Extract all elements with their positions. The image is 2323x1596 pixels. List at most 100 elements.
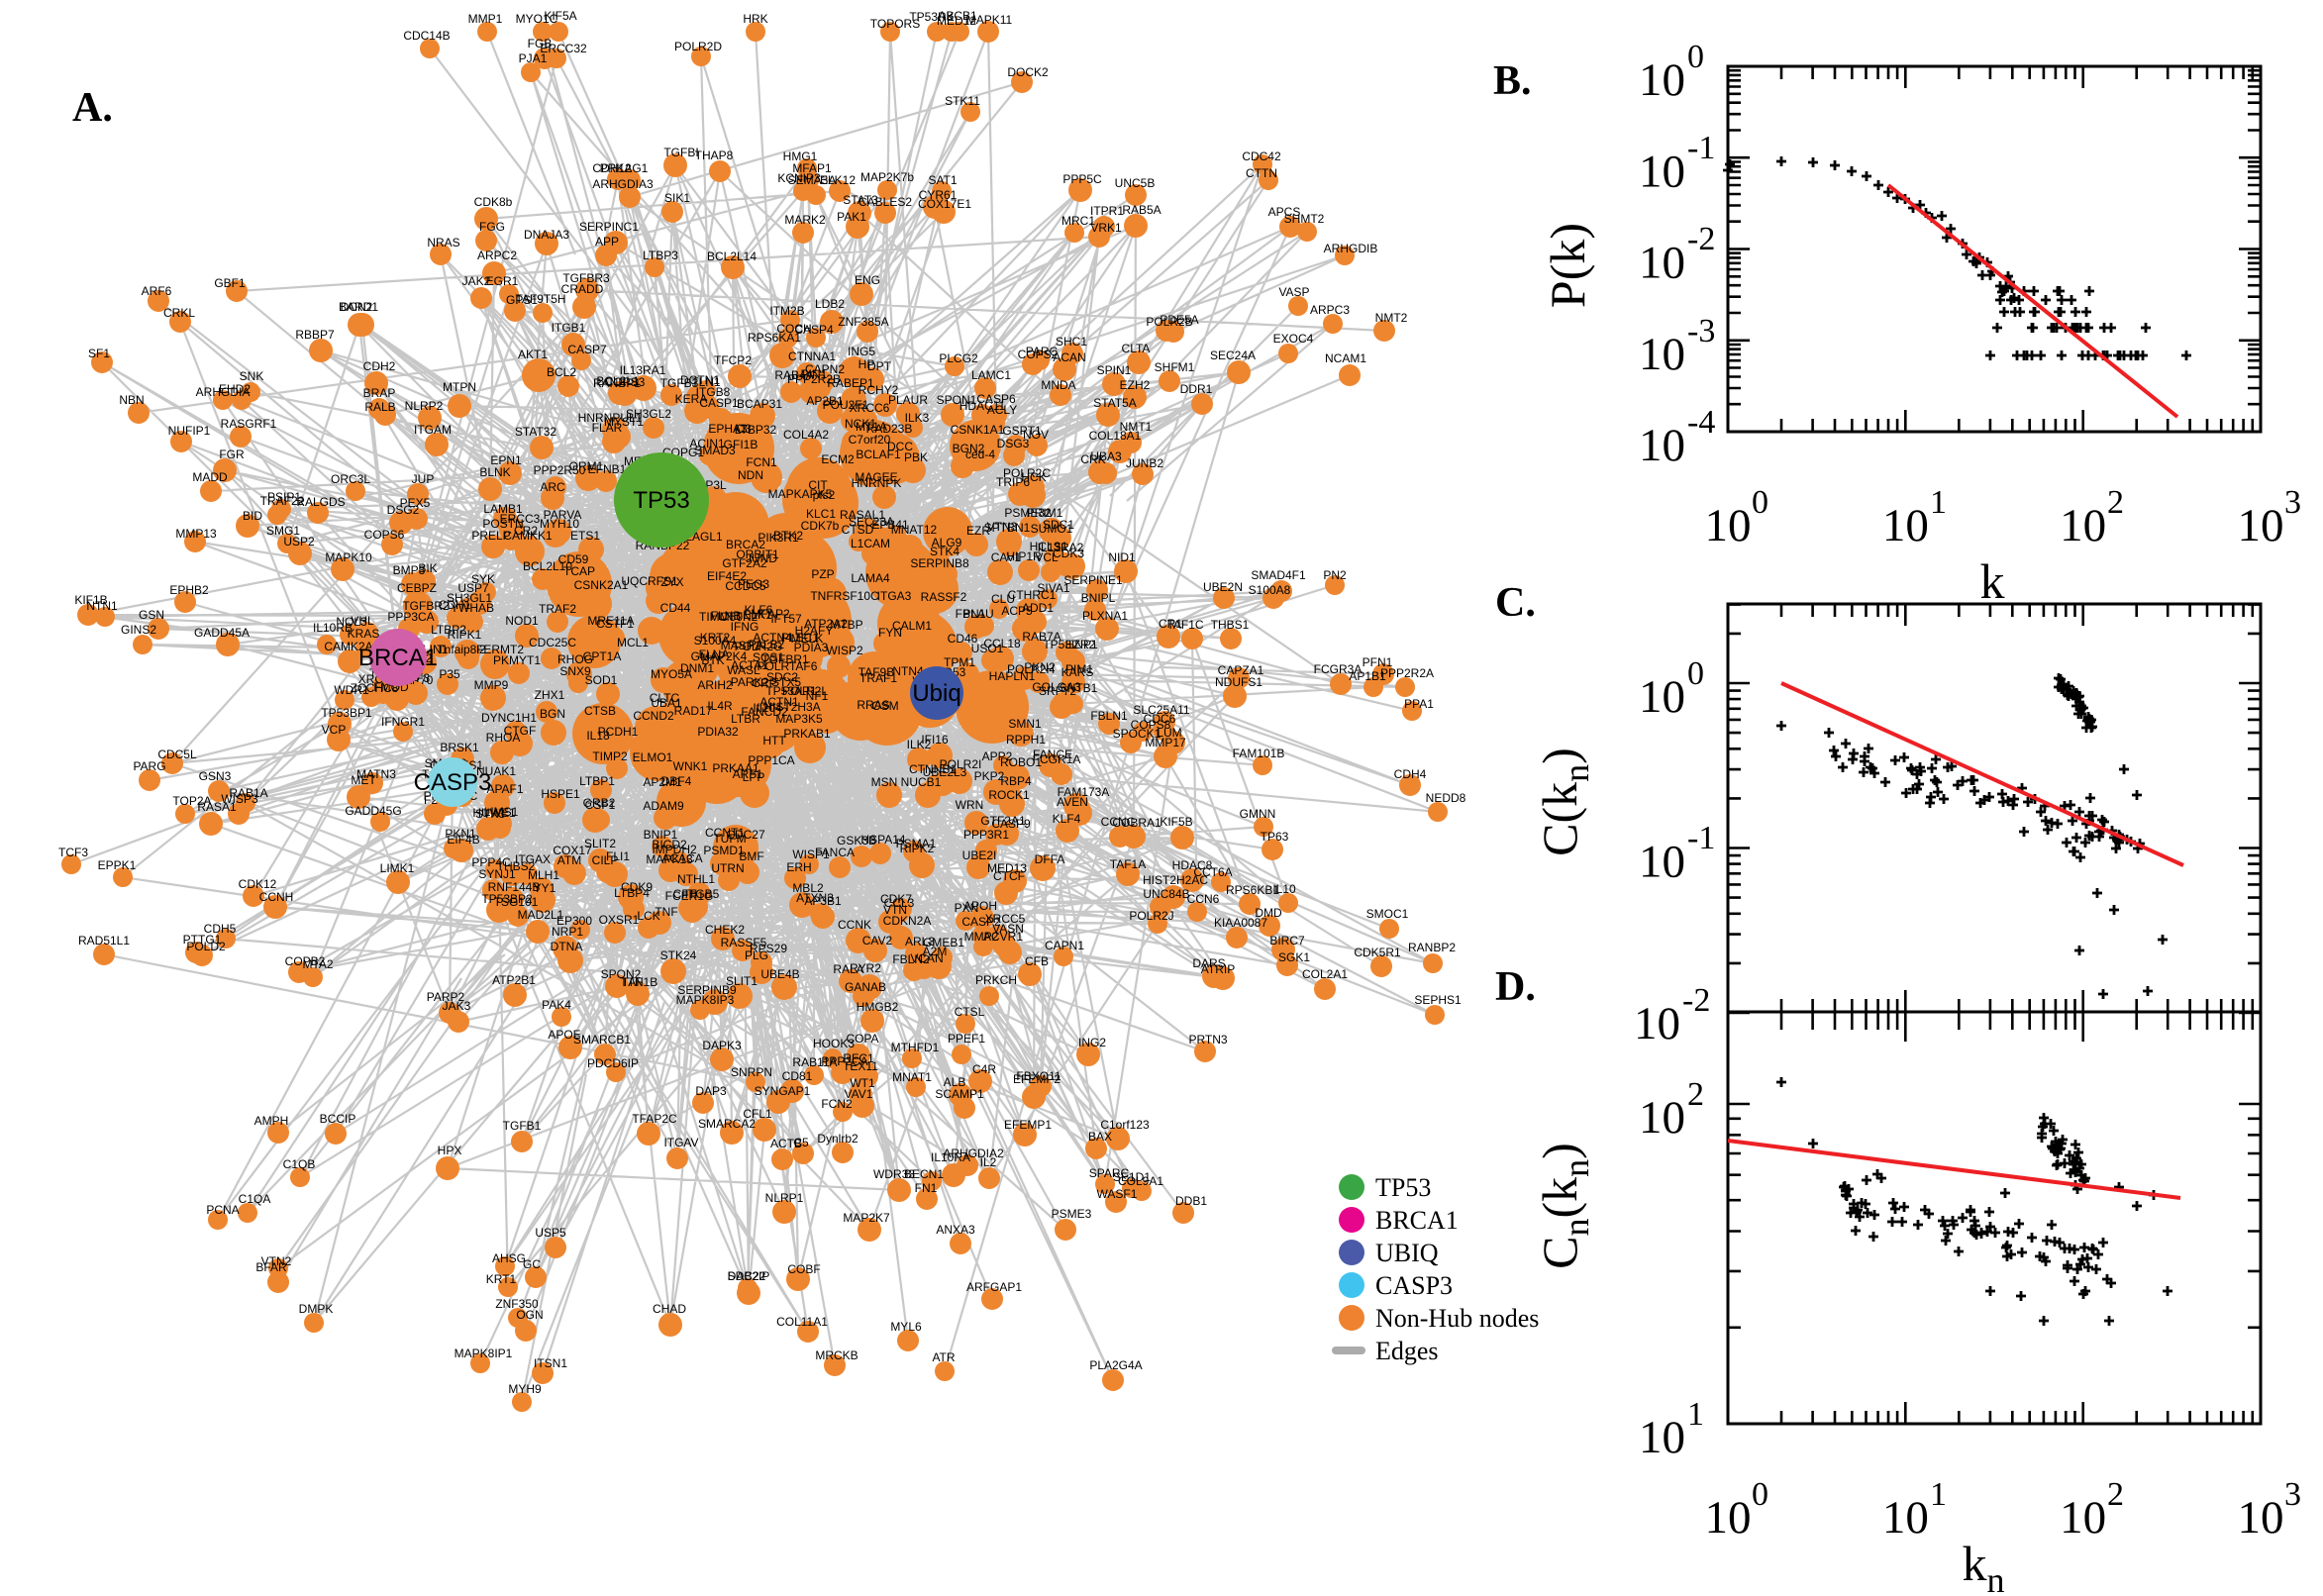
svg-text:10: 10 [1639,420,1685,471]
svg-text:PDIA32: PDIA32 [697,725,739,739]
svg-text:GBF1: GBF1 [214,276,246,290]
svg-text:COPB2: COPB2 [285,954,326,968]
svg-text:ZYX: ZYX [660,575,683,589]
svg-text:PRKAG1: PRKAG1 [600,161,649,175]
svg-text:CAMKK1: CAMKK1 [503,529,553,543]
svg-text:RHOG: RHOG [557,652,593,666]
svg-text:NF1: NF1 [806,689,829,703]
svg-text:0: 0 [1752,1476,1768,1513]
svg-text:IL4R: IL4R [707,699,733,713]
svg-text:RHOA: RHOA [486,731,521,745]
svg-text:THBS2: THBS2 [497,859,536,873]
svg-text:FCN2: FCN2 [821,1097,853,1111]
svg-text:CPT1A: CPT1A [583,649,622,663]
svg-text:MSN: MSN [871,775,898,789]
svg-text:MYST1: MYST1 [604,415,644,429]
svg-text:APP: APP [595,235,619,249]
svg-text:UBE2L3: UBE2L3 [923,765,967,779]
svg-text:FERMT2: FERMT2 [476,643,524,656]
svg-text:PDIA3: PDIA3 [794,641,829,654]
svg-text:NMT2: NMT2 [1375,311,1408,325]
svg-text:TGFB3: TGFB3 [660,376,699,390]
svg-text:TAF1C: TAF1C [1166,618,1203,632]
svg-text:FYN: FYN [878,626,902,640]
svg-text:PSME32: PSME32 [1004,506,1052,520]
svg-text:NUAK1: NUAK1 [476,764,516,778]
svg-text:ECM2: ECM2 [821,452,855,466]
svg-text:CASP2: CASP2 [961,915,1001,929]
svg-text:-2: -2 [1687,221,1715,257]
svg-text:RBP4: RBP4 [1000,774,1032,788]
svg-text:PAK1: PAK1 [837,210,866,224]
svg-text:GSN3: GSN3 [199,769,232,783]
svg-text:THAP8: THAP8 [695,149,734,162]
svg-text:TRAF22: TRAF22 [260,494,305,508]
svg-text:HCK: HCK [1021,470,1046,484]
svg-text:PLAUR: PLAUR [888,393,928,407]
svg-text:10: 10 [2238,500,2284,551]
svg-text:BNIPL: BNIPL [1081,591,1116,605]
svg-text:RABEP1: RABEP1 [827,376,874,390]
svg-text:IFNGR1: IFNGR1 [381,715,425,729]
svg-text:DARS: DARS [1192,956,1225,970]
svg-text:CCND2: CCND2 [633,709,674,723]
svg-text:POLRTAF6: POLRTAF6 [758,659,818,673]
svg-text:LPP: LPP [743,770,765,784]
svg-text:RAB1A: RAB1A [229,786,267,800]
svg-text:KARS: KARS [1061,665,1094,679]
svg-text:BCCIP: BCCIP [320,1112,356,1126]
svg-text:CRKL: CRKL [163,306,195,320]
svg-text:APP2: APP2 [982,749,1013,763]
svg-text:MAPK10: MAPK10 [325,550,372,564]
svg-text:TP53: TP53 [1375,1173,1431,1202]
svg-text:SEC23A: SEC23A [849,515,894,529]
svg-text:STK3: STK3 [475,807,505,821]
svg-text:JAK3: JAK3 [443,999,471,1013]
svg-text:EIF4B: EIF4B [447,833,479,847]
svg-text:AP2B1: AP2B1 [806,394,844,408]
svg-text:ACAN: ACAN [1053,350,1085,364]
svg-text:-1: -1 [1687,820,1715,856]
svg-text:ITPR1: ITPR1 [1090,204,1124,218]
svg-text:0: 0 [1687,39,1704,75]
svg-text:SUMO1: SUMO1 [1031,522,1073,536]
svg-text:TFCP2: TFCP2 [714,353,752,367]
svg-text:IL13RA2: IL13RA2 [1038,541,1084,554]
svg-text:CDK5R1: CDK5R1 [1354,946,1401,959]
svg-text:ITSN1: ITSN1 [534,1356,567,1370]
svg-text:YY1: YY1 [534,881,556,895]
svg-text:TGFBR3: TGFBR3 [562,271,610,285]
svg-text:RASGRF1: RASGRF1 [221,417,277,431]
svg-text:Ifi204: Ifi204 [753,701,782,715]
svg-text:POLR2L: POLR2L [782,684,828,698]
svg-text:CHAD: CHAD [653,1302,686,1316]
svg-text:SMAD3: SMAD3 [694,444,736,457]
svg-text:10: 10 [1639,1412,1685,1463]
svg-text:TP63: TP63 [1261,830,1289,844]
svg-text:CDK9: CDK9 [621,880,653,894]
svg-text:UNC5B: UNC5B [1115,176,1156,190]
svg-text:CASP4: CASP4 [794,323,834,337]
svg-text:CDK7: CDK7 [880,892,912,906]
svg-text:POSTN: POSTN [482,517,523,531]
svg-text:JUND: JUND [746,551,777,565]
svg-text:RAD23B: RAD23B [866,422,913,436]
svg-text:CDC5L: CDC5L [157,748,197,761]
svg-text:COL4A2: COL4A2 [783,428,829,442]
svg-text:ACIN1: ACIN1 [689,437,725,450]
svg-text:DAP3: DAP3 [695,1084,727,1098]
svg-text:BRSK1: BRSK1 [440,741,479,754]
svg-text:SF1: SF1 [88,347,110,360]
svg-text:EPPK1: EPPK1 [98,858,137,872]
svg-text:CASP3: CASP3 [1375,1271,1453,1300]
svg-text:ARPC3: ARPC3 [1310,303,1350,317]
svg-text:ACTA1: ACTA1 [731,658,768,672]
svg-text:MYH9: MYH9 [508,1382,542,1396]
svg-text:PDE5A: PDE5A [1160,313,1198,327]
svg-text:ERCC3: ERCC3 [500,512,541,526]
svg-text:CALM1: CALM1 [892,619,932,633]
svg-text:CDKN2A: CDKN2A [883,914,932,928]
svg-text:TTN: TTN [620,975,643,989]
svg-text:LTBP1: LTBP1 [579,774,615,788]
svg-text:PSMD1: PSMD1 [703,844,745,857]
